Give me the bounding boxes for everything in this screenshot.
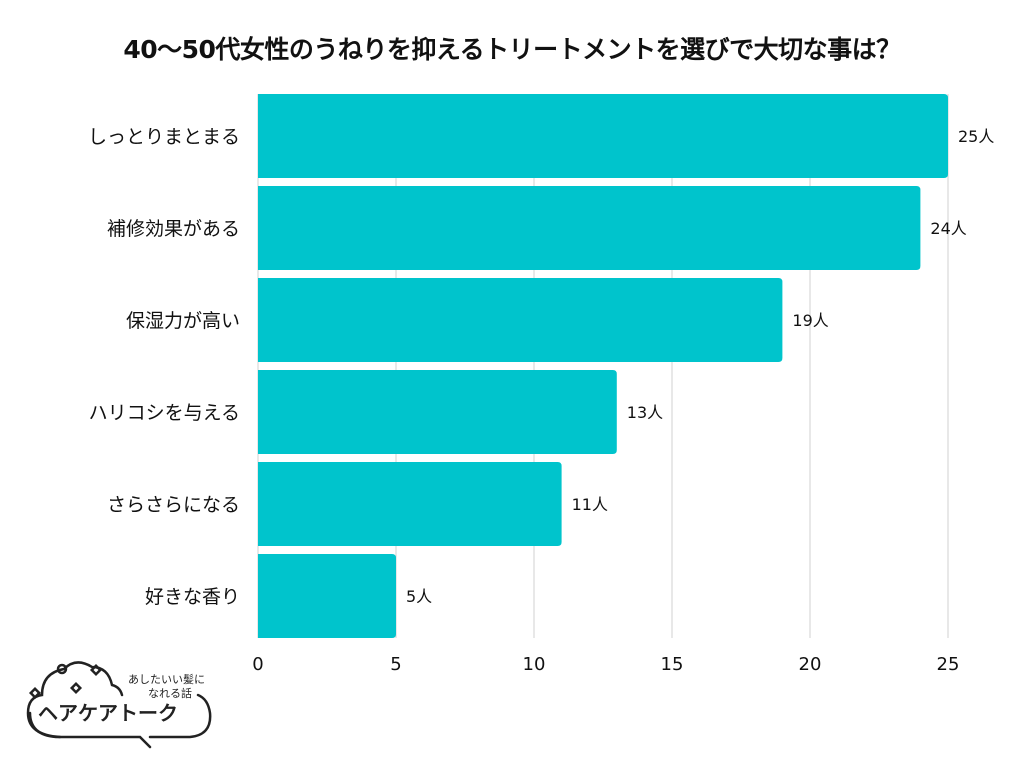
category-label: 好きな香り xyxy=(145,586,240,608)
x-tick-label: 0 xyxy=(252,654,263,675)
x-tick-label: 5 xyxy=(390,654,401,675)
bar xyxy=(258,370,617,454)
x-tick-label: 10 xyxy=(523,654,546,675)
x-tick-label: 20 xyxy=(799,654,822,675)
category-label: さらさらになる xyxy=(107,494,240,516)
category-label: 保湿力が高い xyxy=(126,310,240,332)
category-label: ハリコシを与える xyxy=(89,402,240,424)
bar xyxy=(258,186,921,270)
bar xyxy=(258,278,783,362)
data-label: 24人 xyxy=(930,219,966,238)
data-label: 13人 xyxy=(627,403,663,422)
x-tick-label: 15 xyxy=(661,654,684,675)
x-tick-label: 25 xyxy=(937,654,960,675)
data-label: 19人 xyxy=(792,311,828,330)
bar xyxy=(258,462,562,546)
chart-title: 40〜50代女性のうねりを抑えるトリートメントを選びで大切な事は？ xyxy=(123,35,901,64)
bar xyxy=(258,554,396,638)
category-label: しっとりまとまる xyxy=(88,126,240,148)
data-label: 25人 xyxy=(958,127,994,146)
logo-name: ヘアケアトーク xyxy=(38,701,178,725)
logo: あしたいい髪に なれる話 ヘアケアトーク xyxy=(26,661,212,749)
logo-tagline-2: なれる話 xyxy=(148,686,192,700)
logo-tagline-1: あしたいい髪に xyxy=(128,672,205,686)
data-label: 5人 xyxy=(406,587,432,606)
category-label: 補修効果がある xyxy=(107,218,240,240)
bar xyxy=(258,94,948,178)
data-label: 11人 xyxy=(572,495,608,514)
